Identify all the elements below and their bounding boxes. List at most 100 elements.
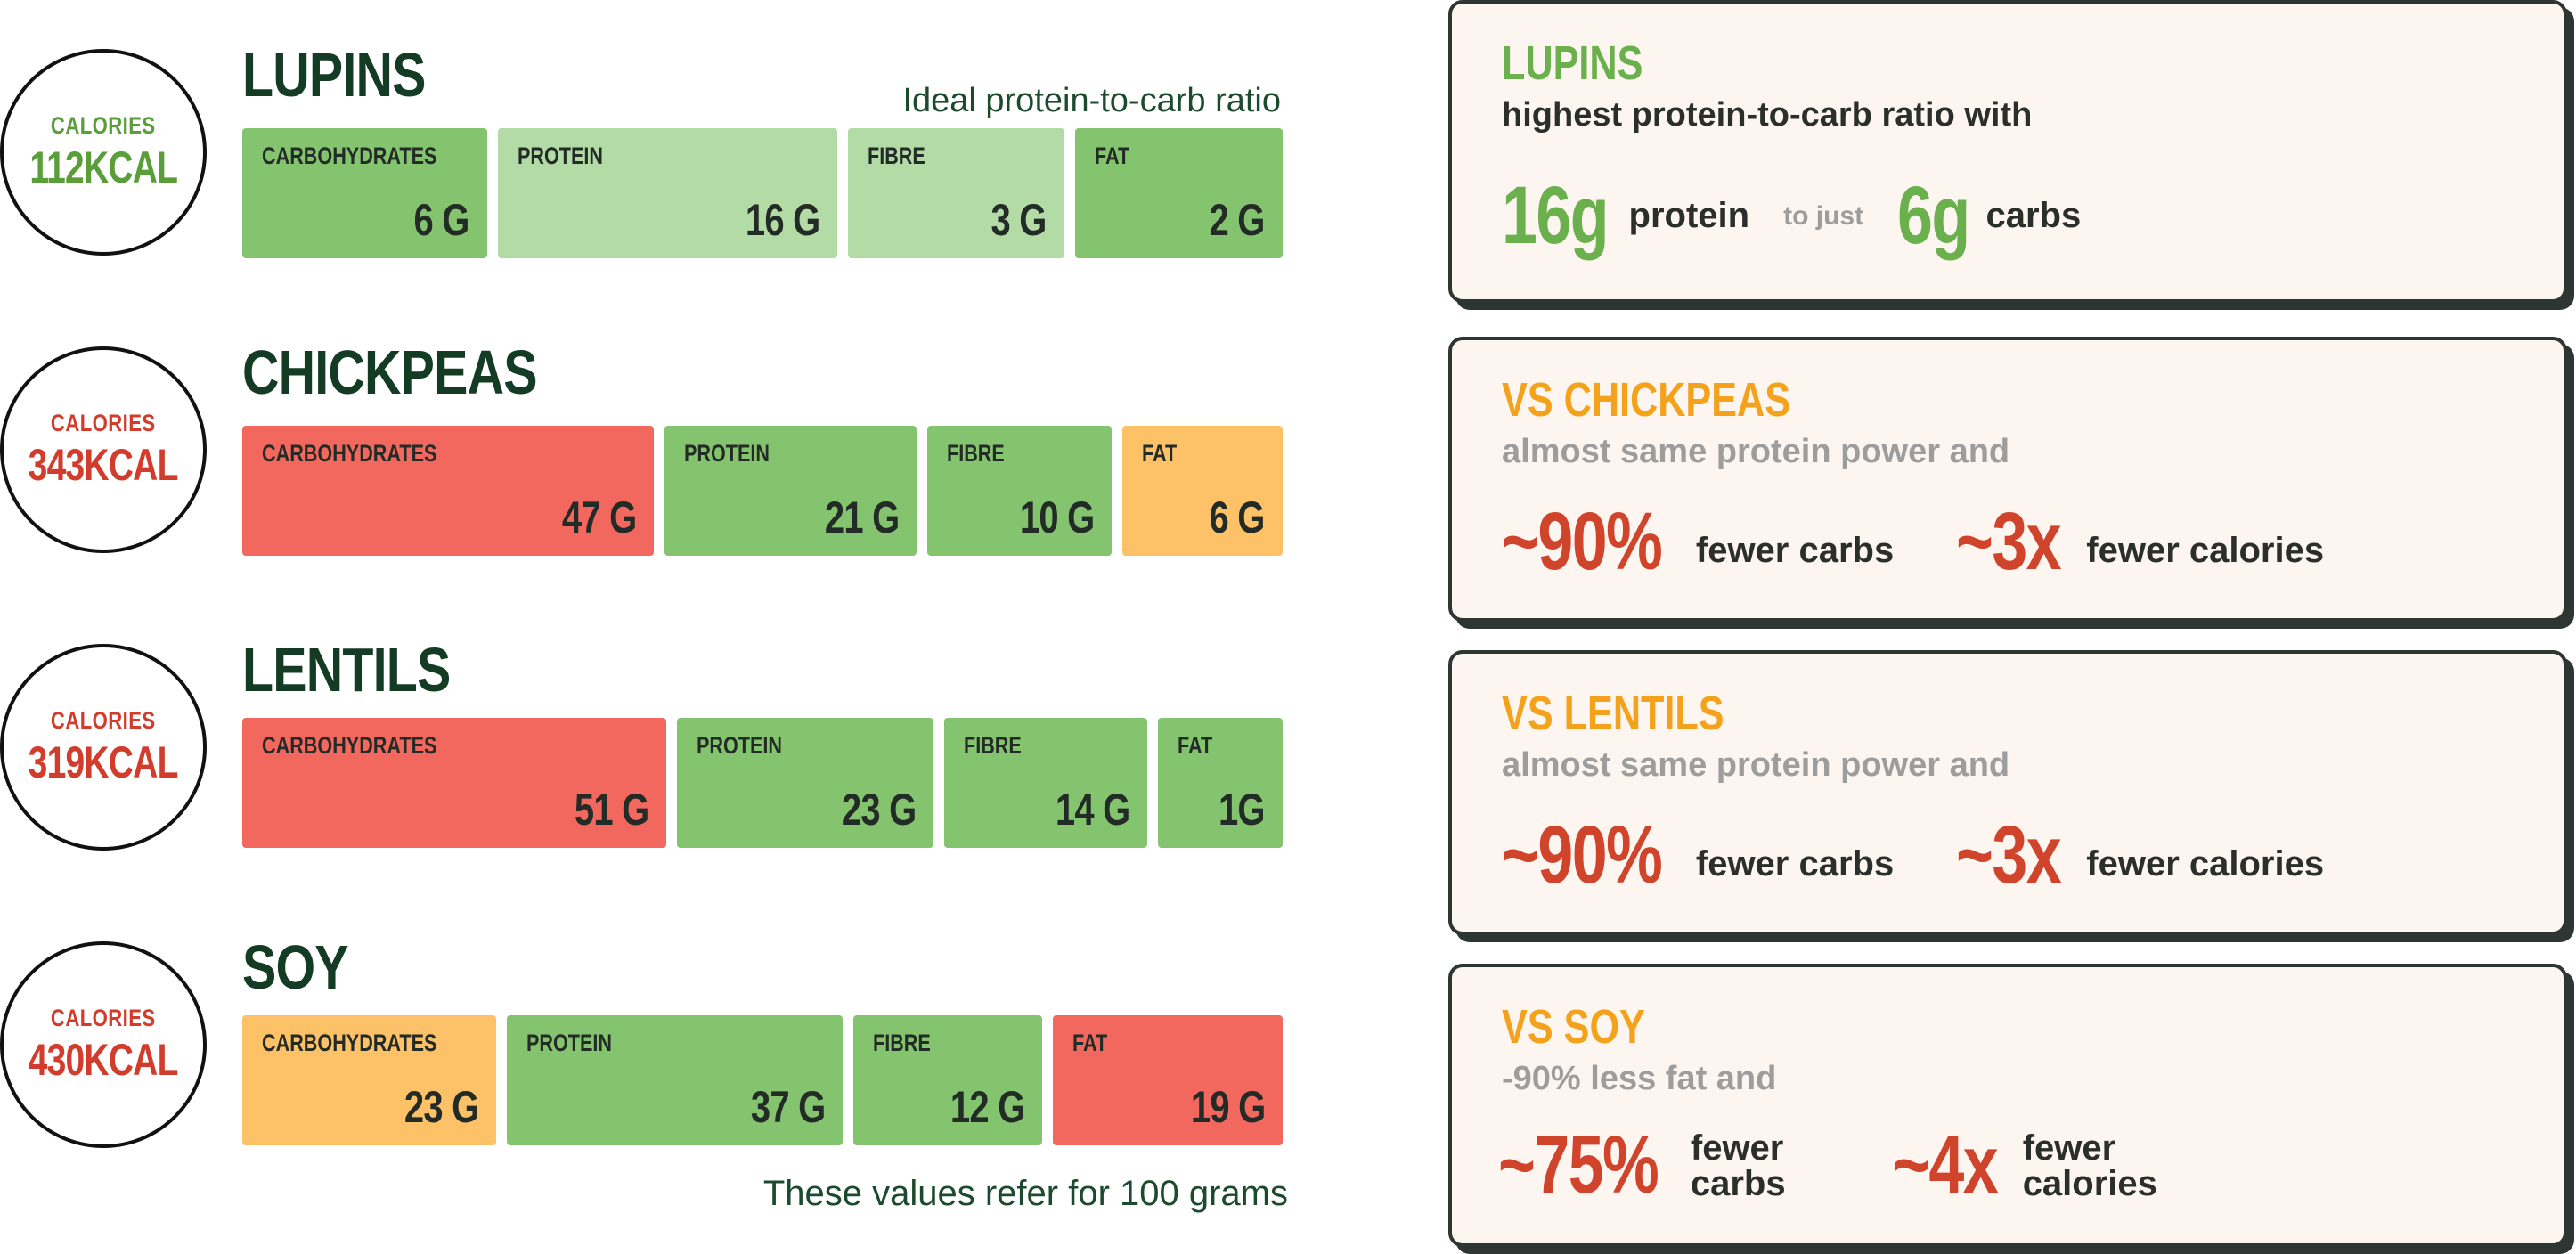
card-lupins: LUPINS highest protein-to-carb ratio wit…: [1448, 0, 2567, 303]
calories-value: 343KCAL: [29, 439, 179, 490]
carbs-stat-text-line1: fewer: [1690, 1128, 1784, 1168]
calories-label: CALORIES: [51, 706, 156, 734]
bar-segment-fat: FAT 6 G: [1122, 426, 1283, 556]
card-vs-chickpeas: VS CHICKPEAS almost same protein power a…: [1448, 337, 2567, 622]
segment-value: 21 G: [824, 493, 899, 542]
protein-text: protein: [1628, 196, 1750, 235]
bar-segment-carbohydrates: CARBOHYDRATES 51 G: [242, 718, 666, 848]
segment-value: 2 G: [1209, 195, 1266, 245]
segment-value: 23 G: [841, 785, 916, 835]
segment-value: 1G: [1219, 785, 1266, 835]
carbs-stat-text-line2: carbs: [1690, 1163, 1786, 1203]
segment-value: 51 G: [574, 785, 648, 835]
stats-row: ~90% fewer carbs ~3x fewer calories: [1502, 809, 2324, 902]
calories-label: CALORIES: [51, 1004, 156, 1031]
calories-value: 112KCAL: [29, 142, 178, 192]
segment-label: CARBOHYDRATES: [262, 440, 437, 467]
card-title: VS LENTILS: [1502, 687, 1724, 740]
bar-segment-fibre: FIBRE 12 G: [853, 1015, 1042, 1145]
carbs-stat-text: fewer carbs: [1695, 844, 1895, 884]
segment-value: 47 G: [561, 493, 636, 542]
footnote: These values refer for 100 grams: [762, 1174, 1288, 1213]
segment-label: PROTEIN: [526, 1030, 613, 1056]
bar-segment-protein: PROTEIN 16 G: [498, 128, 837, 258]
bar-segment-protein: PROTEIN 21 G: [664, 426, 917, 556]
segment-label: FAT: [1072, 1030, 1108, 1056]
bar-segment-carbohydrates: CARBOHYDRATES 23 G: [242, 1015, 496, 1145]
segment-value: 6 G: [1209, 493, 1266, 542]
card-vs-soy: VS SOY -90% less fat and ~75% fewer carb…: [1448, 964, 2567, 1247]
bar-segment-fat: FAT 2 G: [1075, 128, 1283, 258]
carbs-stat: ~90%: [1502, 810, 1663, 900]
nutrient-bars: CARBOHYDRATES 51 G PROTEIN 23 G FIBRE 14 G FAT…: [242, 718, 1283, 848]
carbs-stat-text: fewer carbs: [1695, 531, 1895, 570]
food-name: LUPINS: [242, 40, 426, 110]
bar-segment-fibre: FIBRE 10 G: [927, 426, 1112, 556]
card-title: LUPINS: [1502, 37, 1643, 90]
calories-stat: ~3x: [1956, 496, 2062, 587]
carbs-stat: ~75%: [1498, 1120, 1659, 1210]
protein-value: 16g: [1502, 170, 1610, 261]
segment-label: PROTEIN: [518, 142, 604, 169]
food-name: LENTILS: [242, 635, 451, 704]
bar-segment-protein: PROTEIN 23 G: [677, 718, 933, 848]
stats-row: ~90% fewer carbs ~3x fewer calories: [1502, 495, 2324, 589]
calories-stat: ~4x: [1892, 1120, 1999, 1210]
segment-label: CARBOHYDRATES: [262, 1030, 437, 1056]
stats-row: ~75% fewer carbs ~4x fewer calories: [1498, 1119, 2157, 1212]
bar-segment-fibre: FIBRE 3 G: [848, 128, 1064, 258]
calories-badge: CALORIES 343KCAL: [0, 346, 207, 553]
bar-segment-fat: FAT 1G: [1158, 718, 1283, 848]
bar-segment-carbohydrates: CARBOHYDRATES 47 G: [242, 426, 654, 556]
calories-stat-text: fewer calories: [2086, 844, 2325, 884]
nutrient-bars: CARBOHYDRATES 23 G PROTEIN 37 G FIBRE 12 G FAT…: [242, 1015, 1283, 1145]
calories-label: CALORIES: [51, 111, 156, 139]
card-subtitle: almost same protein power and: [1502, 433, 2010, 470]
carb-value: 6g: [1897, 170, 1970, 261]
calories-stat: ~3x: [1956, 810, 2062, 900]
lupins-stats: 16g protein to just 6g carbs: [1502, 169, 2081, 263]
segment-label: FIBRE: [964, 732, 1022, 759]
card-subtitle: -90% less fat and: [1502, 1060, 1777, 1097]
calories-label: CALORIES: [51, 409, 156, 436]
carbs-stat-text: fewer carbs: [1691, 1130, 1786, 1201]
calories-value: 319KCAL: [29, 737, 179, 787]
segment-label: PROTEIN: [684, 440, 770, 467]
segment-label: PROTEIN: [697, 732, 783, 759]
calories-badge: CALORIES 112KCAL: [0, 49, 207, 256]
calories-badge: CALORIES 319KCAL: [0, 644, 207, 851]
card-subtitle: highest protein-to-carb ratio with: [1502, 96, 2033, 134]
nutrient-bars: CARBOHYDRATES 47 G PROTEIN 21 G FIBRE 10 G FAT…: [242, 426, 1283, 556]
food-row-soy: CALORIES 430KCAL SOY CARBOHYDRATES 23 G PR…: [0, 928, 1300, 1195]
segment-label: FIBRE: [868, 142, 925, 169]
segment-label: FAT: [1095, 142, 1130, 169]
segment-label: FIBRE: [873, 1030, 931, 1056]
segment-label: FIBRE: [947, 440, 1005, 467]
nutrient-bars: CARBOHYDRATES 6 G PROTEIN 16 G FIBRE 3 G FAT 2 …: [242, 128, 1283, 258]
ideal-ratio-note: Ideal protein-to-carb ratio: [902, 82, 1281, 119]
segment-value: 12 G: [950, 1082, 1024, 1132]
calories-stat-text-line2: calories: [2022, 1163, 2157, 1203]
segment-value: 10 G: [1019, 493, 1094, 542]
segment-value: 19 G: [1190, 1082, 1265, 1132]
bar-segment-protein: PROTEIN 37 G: [507, 1015, 843, 1145]
food-name: SOY: [242, 932, 349, 1002]
bar-segment-fat: FAT 19 G: [1053, 1015, 1283, 1145]
segment-value: 14 G: [1055, 785, 1129, 835]
segment-label: CARBOHYDRATES: [262, 732, 437, 759]
food-name: CHICKPEAS: [242, 338, 538, 407]
carbs-stat: ~90%: [1502, 496, 1663, 587]
segment-label: CARBOHYDRATES: [262, 142, 437, 169]
calories-stat-text-line1: fewer: [2022, 1128, 2116, 1168]
card-title: VS SOY: [1502, 1000, 1645, 1054]
calories-value: 430KCAL: [29, 1034, 179, 1085]
calories-stat-text: fewer calories: [2086, 531, 2325, 570]
bar-segment-carbohydrates: CARBOHYDRATES 6 G: [242, 128, 487, 258]
card-subtitle: almost same protein power and: [1502, 746, 2010, 784]
connector-text: to just: [1783, 200, 1864, 231]
calories-badge: CALORIES 430KCAL: [0, 941, 207, 1148]
segment-label: FAT: [1142, 440, 1178, 467]
segment-value: 37 G: [750, 1082, 825, 1132]
calories-stat-text: fewer calories: [2023, 1130, 2157, 1201]
segment-value: 6 G: [413, 195, 470, 245]
